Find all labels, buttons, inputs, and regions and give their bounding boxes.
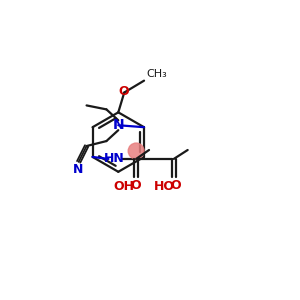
Text: O: O bbox=[170, 179, 181, 192]
Text: CH₃: CH₃ bbox=[146, 69, 167, 79]
Circle shape bbox=[128, 143, 144, 159]
Text: N: N bbox=[73, 163, 83, 176]
Text: HO: HO bbox=[153, 180, 174, 193]
Text: HN: HN bbox=[104, 152, 125, 165]
Text: O: O bbox=[131, 179, 142, 192]
Text: O: O bbox=[118, 85, 129, 98]
Text: N: N bbox=[112, 118, 124, 132]
Text: OH: OH bbox=[114, 180, 135, 193]
